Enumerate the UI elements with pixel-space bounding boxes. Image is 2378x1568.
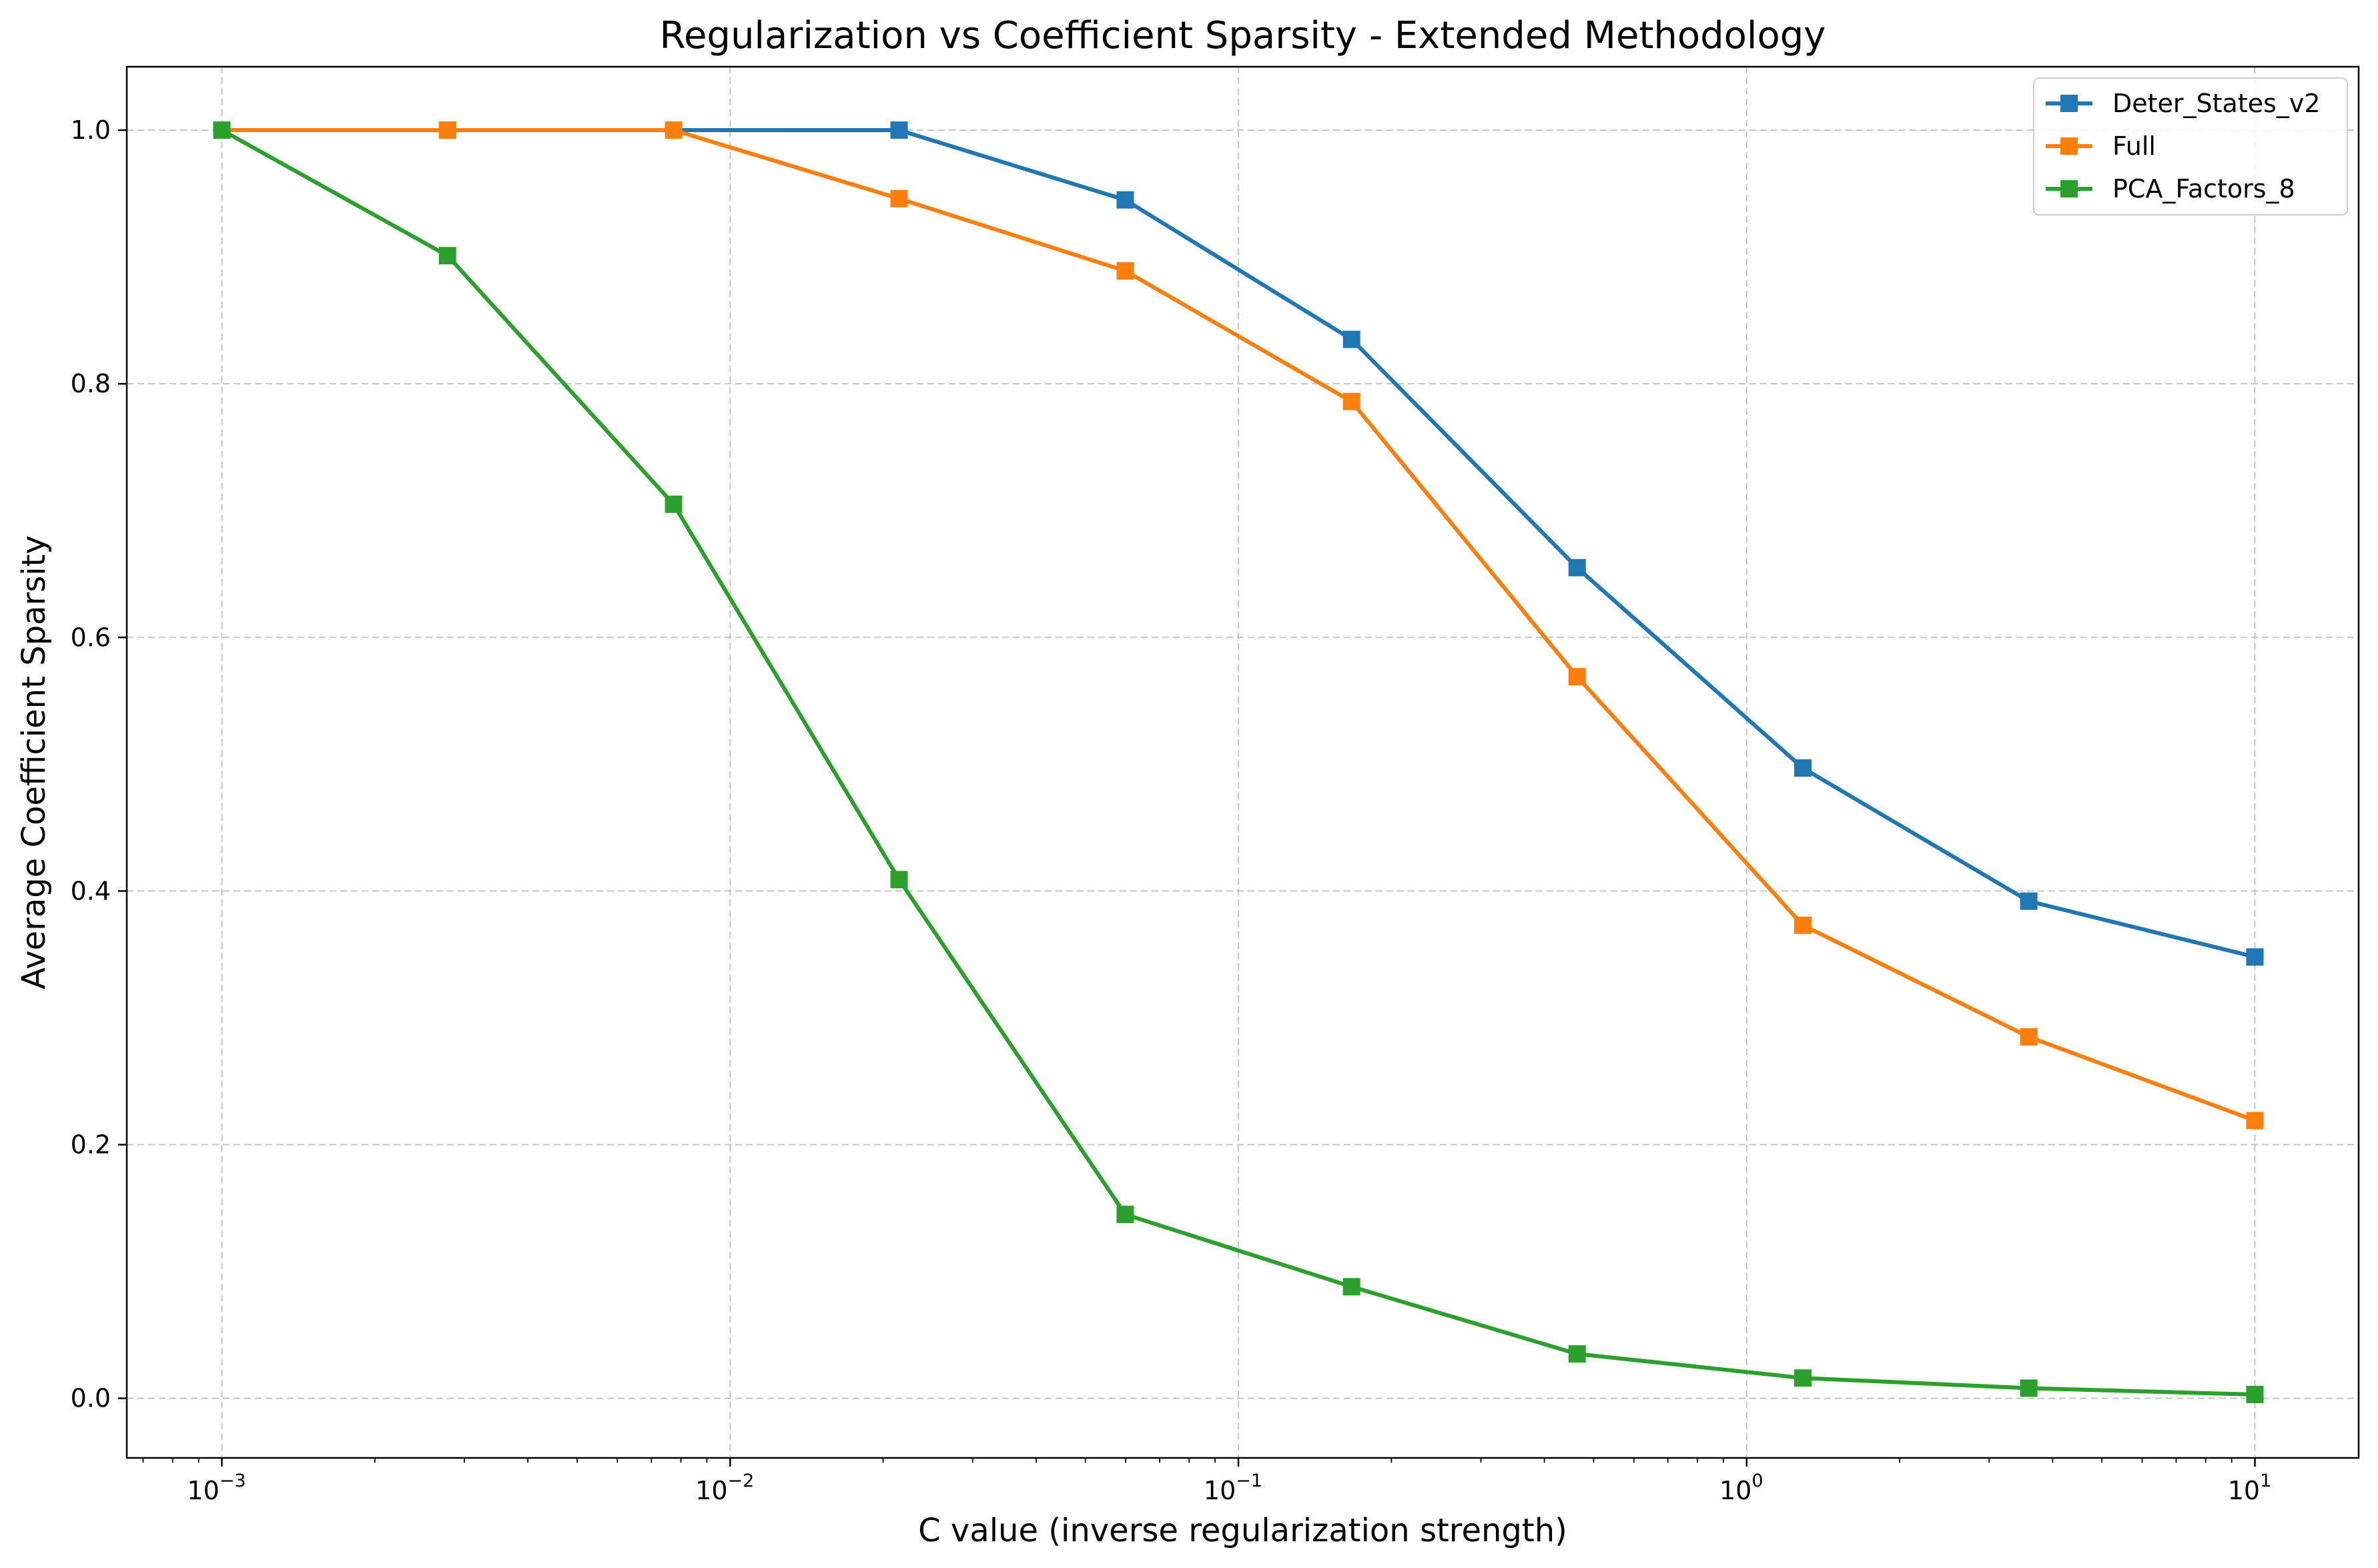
y-tick-label: 0.0 <box>71 1384 111 1413</box>
x-tick-label-exponent: 0 <box>1751 1471 1763 1491</box>
x-tick-label: 10−2 <box>695 1471 754 1505</box>
y-tick-label: 0.4 <box>71 876 111 905</box>
legend: Deter_States_v2 Full PCA_Factors_8 <box>2033 77 2348 216</box>
data-point-marker <box>1342 392 1360 410</box>
data-point-marker <box>1342 330 1360 348</box>
legend-item: Deter_States_v2 <box>2046 89 2321 118</box>
x-tick-label: 100 <box>1719 1471 1763 1505</box>
legend-box <box>2033 77 2348 216</box>
data-point-marker <box>2020 892 2038 910</box>
series-pca-factors-8 <box>213 121 2264 1403</box>
chart-title: Regularization vs Coefficient Sparsity -… <box>660 14 1826 57</box>
data-point-marker <box>213 121 231 139</box>
x-axis-label: C value (inverse regularization strength… <box>918 1512 1567 1549</box>
data-point-marker <box>665 495 683 513</box>
x-tick-label-exponent: −1 <box>1236 1471 1262 1491</box>
x-tick-label-base: 10 <box>695 1476 727 1505</box>
legend-marker <box>2060 180 2078 198</box>
legend-label: Deter_States_v2 <box>2112 89 2321 118</box>
y-tick-label: 0.2 <box>71 1130 111 1160</box>
x-tick-label-base: 10 <box>1204 1476 1236 1505</box>
data-point-marker <box>2246 1112 2264 1130</box>
y-tick-label: 1.0 <box>71 115 111 145</box>
data-point-marker <box>438 121 456 139</box>
data-point-marker <box>890 189 908 208</box>
x-tick-label-base: 10 <box>187 1476 219 1505</box>
x-tick-label: 10−3 <box>187 1471 246 1505</box>
y-tick-label: 0.8 <box>71 369 111 398</box>
data-point-marker <box>1568 668 1586 686</box>
y-tick-label: 0.6 <box>71 623 111 652</box>
data-point-marker <box>438 247 456 265</box>
x-tick-label-base: 10 <box>2228 1476 2260 1505</box>
data-point-marker <box>1116 1206 1134 1224</box>
data-point-marker <box>1116 191 1134 209</box>
data-point-marker <box>1794 759 1812 777</box>
series-line <box>220 128 2257 1397</box>
legend-label: PCA_Factors_8 <box>2112 174 2295 204</box>
data-point-marker <box>1568 1345 1586 1363</box>
x-tick-label: 10−1 <box>1204 1471 1262 1505</box>
x-tick-label-exponent: 1 <box>2260 1471 2271 1491</box>
y-axis-label: Average Coefficient Sparsity <box>15 535 53 990</box>
legend-marker <box>2060 137 2078 155</box>
series-line <box>220 128 2257 1123</box>
data-point-marker <box>890 871 908 889</box>
data-point-marker <box>665 121 683 139</box>
data-point-marker <box>1794 1369 1812 1387</box>
x-tick-label: 101 <box>2228 1471 2272 1505</box>
legend-item: Full <box>2046 131 2156 161</box>
grid <box>127 67 2359 1458</box>
data-point-marker <box>1342 1278 1360 1296</box>
series-layer <box>213 121 2264 1403</box>
data-point-marker <box>2020 1028 2038 1046</box>
data-point-marker <box>1116 262 1134 280</box>
data-point-marker <box>2020 1379 2038 1397</box>
plot-area-frame <box>125 65 2360 1459</box>
x-tick-label-base: 10 <box>1719 1476 1751 1505</box>
data-point-marker <box>2246 1385 2264 1403</box>
x-tick-label-exponent: −3 <box>220 1471 246 1491</box>
legend-label: Full <box>2112 131 2156 161</box>
data-point-marker <box>1794 916 1812 934</box>
data-point-marker <box>2246 948 2264 966</box>
data-point-marker <box>890 121 908 139</box>
data-point-marker <box>1568 558 1586 576</box>
x-tick-label-exponent: −2 <box>728 1471 755 1491</box>
legend-marker <box>2060 95 2078 112</box>
legend-item: PCA_Factors_8 <box>2046 174 2295 204</box>
